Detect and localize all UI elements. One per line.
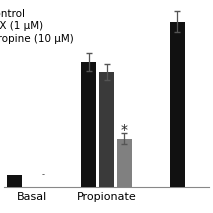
Text: *: *	[121, 123, 128, 137]
Bar	[170, 22, 185, 187]
Text: -: -	[42, 170, 45, 179]
Bar	[81, 62, 96, 187]
Bar	[7, 175, 22, 187]
Bar	[99, 72, 114, 187]
Bar	[117, 139, 132, 187]
Legend: Control, TTX (1 μM), atropine (10 μM): Control, TTX (1 μM), atropine (10 μM)	[0, 8, 75, 45]
